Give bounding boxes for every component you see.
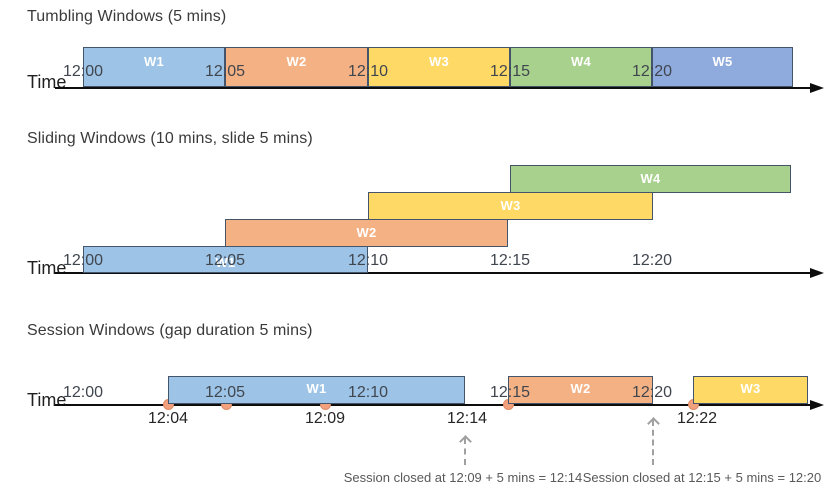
timeline-axis-tumbling (55, 83, 824, 93)
window-label: W3 (428, 54, 450, 69)
tick-label: 12:20 (631, 252, 673, 269)
event-time-label: 12:04 (147, 410, 189, 427)
tumbling-window-bar-w2: W2 (225, 47, 368, 87)
window-label: W2 (286, 54, 307, 69)
tumbling-window-bar-w1: W1 (83, 47, 225, 87)
window-label: W2 (570, 381, 591, 396)
tick-label: 12:20 (631, 63, 673, 80)
sliding-window-bar-w4: W4 (510, 165, 791, 193)
window-label: W3 (500, 198, 521, 213)
window-label: W4 (640, 171, 661, 186)
section-title-sliding: Sliding Windows (10 mins, slide 5 mins) (27, 130, 313, 147)
tick-label: 12:10 (347, 384, 389, 401)
axis-time-label-tumbling: Time (27, 72, 67, 92)
tick-label: 12:05 (204, 252, 246, 269)
annotation-arrow-icon (464, 438, 466, 465)
axis-arrowhead-icon (810, 400, 824, 410)
tick-label: 12:00 (62, 252, 104, 269)
tumbling-window-bar-w3: W3 (368, 47, 510, 87)
sliding-window-bar-w1: W1 (83, 246, 368, 273)
timeline-axis-session (55, 400, 824, 410)
event-time-label: 12:14 (446, 410, 488, 427)
sliding-window-bar-w2: W2 (225, 219, 508, 247)
tumbling-window-bar-w5: W5 (652, 47, 793, 87)
event-time-label: 12:09 (304, 410, 346, 427)
tick-label: 12:15 (489, 384, 531, 401)
event-time-label: 12:22 (676, 410, 718, 427)
tick-label: 12:15 (489, 252, 531, 269)
section-title-session: Session Windows (gap duration 5 mins) (27, 322, 313, 339)
annotation-arrow-icon (652, 420, 654, 465)
window-label: W1 (143, 54, 165, 69)
tick-label: 12:00 (62, 63, 104, 80)
window-label: W2 (356, 225, 377, 240)
session-closed-annotation-1: Session closed at 12:09 + 5 mins = 12:14 (343, 470, 583, 485)
window-label: W1 (215, 255, 236, 270)
tick-label: 12:00 (62, 384, 104, 401)
window-label: W1 (306, 381, 327, 396)
tumbling-window-bar-w4: W4 (510, 47, 652, 87)
timeline-axis-sliding (55, 268, 824, 278)
session-window-bar-w2: W2 (508, 376, 653, 404)
tick-label: 12:15 (489, 63, 531, 80)
tick-label: 12:10 (347, 252, 389, 269)
tick-label: 12:10 (347, 63, 389, 80)
axis-time-label-sliding: Time (27, 258, 67, 278)
axis-arrowhead-icon (810, 268, 824, 278)
session-window-bar-w1: W1 (168, 376, 465, 404)
axis-time-label-session: Time (27, 390, 67, 410)
window-label: W5 (712, 54, 733, 69)
section-title-tumbling: Tumbling Windows (5 mins) (27, 8, 227, 25)
session-window-bar-w3: W3 (693, 376, 808, 404)
tick-label: 12:05 (204, 63, 246, 80)
tick-label: 12:05 (204, 384, 246, 401)
window-label: W3 (740, 381, 761, 396)
tick-label: 12:20 (631, 384, 673, 401)
sliding-window-bar-w3: W3 (368, 192, 653, 220)
axis-arrowhead-icon (810, 83, 824, 93)
session-closed-annotation-2: Session closed at 12:15 + 5 mins = 12:20 (582, 470, 822, 485)
window-label: W4 (570, 54, 592, 69)
